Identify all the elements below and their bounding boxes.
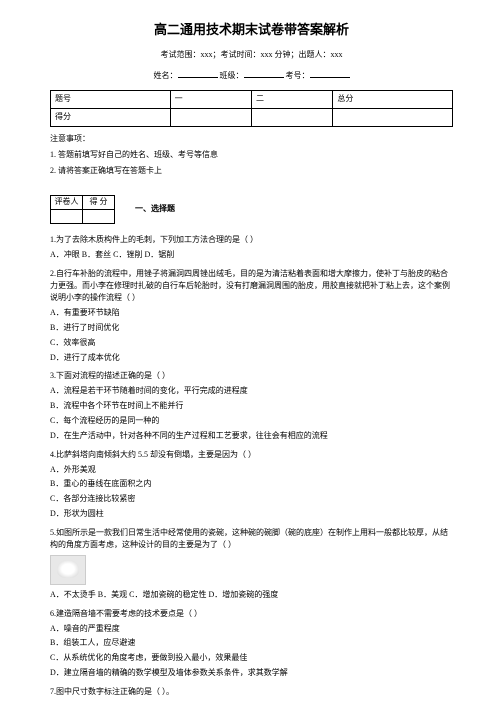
judge-blank-2 — [83, 210, 115, 224]
q6-text: 6.建造隔音墙不需要考虑的技术要点是（ ） — [50, 608, 453, 620]
q4-c: C．各部分连接比较紧密 — [50, 493, 453, 506]
q5-opts: A．不太烫手 B．美观 C．增加瓷碗的稳定性 D．增加瓷碗的强度 — [50, 589, 453, 602]
q3-d: D．在生产活动中，针对各种不同的生产过程和工艺要求，往往会有相应的流程 — [50, 430, 453, 443]
q4-a: A．外形美观 — [50, 464, 453, 477]
doc-title: 高二通用技术期末试卷带答案解析 — [50, 20, 453, 41]
section-1-label: 一、选择题 — [135, 203, 175, 216]
q4-b: B．重心的垂线在底面积之内 — [50, 478, 453, 491]
row-label: 得分 — [51, 109, 171, 127]
doc-subtitle: 考试范围：xxx；考试时间：xxx 分钟；出题人：xxx — [50, 49, 453, 62]
judge-section: 评卷人 得 分 一、选择题 — [50, 195, 453, 224]
q6-c: C．从系统优化的角度考虑，要做到投入最小，效果最佳 — [50, 652, 453, 665]
cell-total — [333, 109, 453, 127]
q6-d: D．建立隔音墙的精确的数学模型及墙体参数关系条件，求其数学解 — [50, 667, 453, 680]
score-table: 题号 一 二 总分 得分 — [50, 90, 453, 127]
q3-a: A．流程是若干环节随着时间的变化，平行完成的进程度 — [50, 385, 453, 398]
info-line: 姓名： 班级： 考号： — [50, 68, 453, 83]
note-1: 1. 答题前填写好自己的姓名、班级、考号等信息 — [50, 149, 453, 162]
judge-blank-1 — [51, 210, 83, 224]
notes-heading: 注意事项： — [50, 133, 453, 146]
th-num: 题号 — [51, 91, 171, 109]
q1-text: 1.为了去除木质构件上的毛刺，下列加工方法合理的是（ ） — [50, 234, 453, 246]
q4-d: D．形状为圆柱 — [50, 508, 453, 521]
q2-a: A．有重要环节缺陷 — [50, 307, 453, 320]
id-blank — [310, 68, 350, 78]
score-value-row: 得分 — [51, 109, 453, 127]
judge-h1: 评卷人 — [51, 196, 83, 210]
q6-b: B．组装工人，应尽避速 — [50, 637, 453, 650]
q2-d: D．进行了成本优化 — [50, 352, 453, 365]
name-label: 姓名： — [154, 71, 178, 80]
cell-1 — [170, 109, 251, 127]
id-label: 考号： — [286, 71, 310, 80]
q6-a: A．噪音的严重程度 — [50, 623, 453, 636]
class-label: 班级： — [220, 71, 244, 80]
judge-h2: 得 分 — [83, 196, 115, 210]
q2-b: B．进行了时间优化 — [50, 322, 453, 335]
th-total: 总分 — [333, 91, 453, 109]
q2-text: 2.自行车补胎的流程中，用锉子将漏洞四周锉出绒毛，目的是为清洁粘着表面和增大摩擦… — [50, 268, 453, 304]
q3-text: 3.下面对流程的描述正确的是（ ） — [50, 370, 453, 382]
th-1: 一 — [170, 91, 251, 109]
q4-text: 4.比萨斜塔向南倾斜大约 5.5 却没有倒塌，主要是因为（ ） — [50, 449, 453, 461]
q3-b: B．流程中各个环节在时间上不能并行 — [50, 400, 453, 413]
cell-2 — [251, 109, 332, 127]
q7-text: 7.图中尺寸数字标注正确的是（ ）。 — [50, 686, 453, 698]
score-header-row: 题号 一 二 总分 — [51, 91, 453, 109]
name-blank — [178, 68, 218, 78]
th-2: 二 — [251, 91, 332, 109]
q3-c: C．每个流程经历的是同一种的 — [50, 415, 453, 428]
bowl-image — [50, 555, 86, 585]
note-2: 2. 请将答案正确填写在答题卡上 — [50, 165, 453, 178]
class-blank — [244, 68, 284, 78]
q1-opts: A．冲眼 B．套丝 C．锉削 D．锯削 — [50, 249, 453, 262]
judge-table: 评卷人 得 分 — [50, 195, 115, 224]
q2-c: C．效率很高 — [50, 337, 453, 350]
q5-text: 5.如图所示是一款我们日常生活中经常使用的瓷碗，这种碗的碗脚（碗的底座）在制作上… — [50, 527, 453, 551]
